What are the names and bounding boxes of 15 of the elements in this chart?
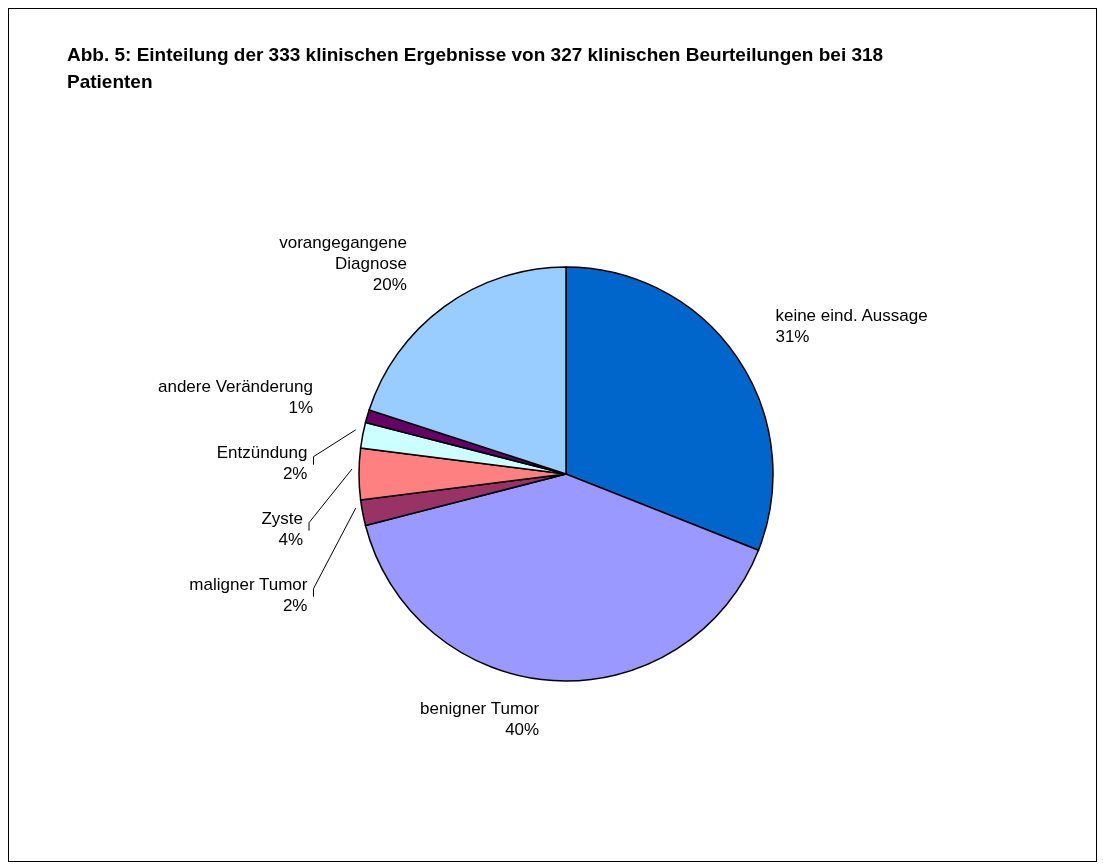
slice-label: andere Veränderung — [157, 377, 314, 397]
data-label: 40% — [505, 720, 540, 740]
slice-label: vorangegangene Diagnose — [279, 233, 407, 274]
data-label: 2% — [282, 464, 308, 484]
data-label: 4% — [278, 530, 303, 550]
slice-label: keine eind. Aussage — [775, 306, 928, 326]
slice-label: Entzündung — [216, 443, 308, 463]
data-label: 1% — [288, 398, 314, 418]
data-label: 31% — [775, 327, 810, 347]
slice-label: maligner Tumor — [189, 575, 308, 595]
slice-label: Zyste — [261, 509, 303, 529]
data-label: 2% — [282, 596, 308, 616]
slice-label: benigner Tumor — [420, 699, 540, 719]
data-label: 20% — [372, 275, 407, 295]
chart-title: Abb. 5: Einteilung der 333 klinischen Ergebnisse von 327 klinischen Beurteilungen bei 318 Patienten — [67, 43, 885, 94]
